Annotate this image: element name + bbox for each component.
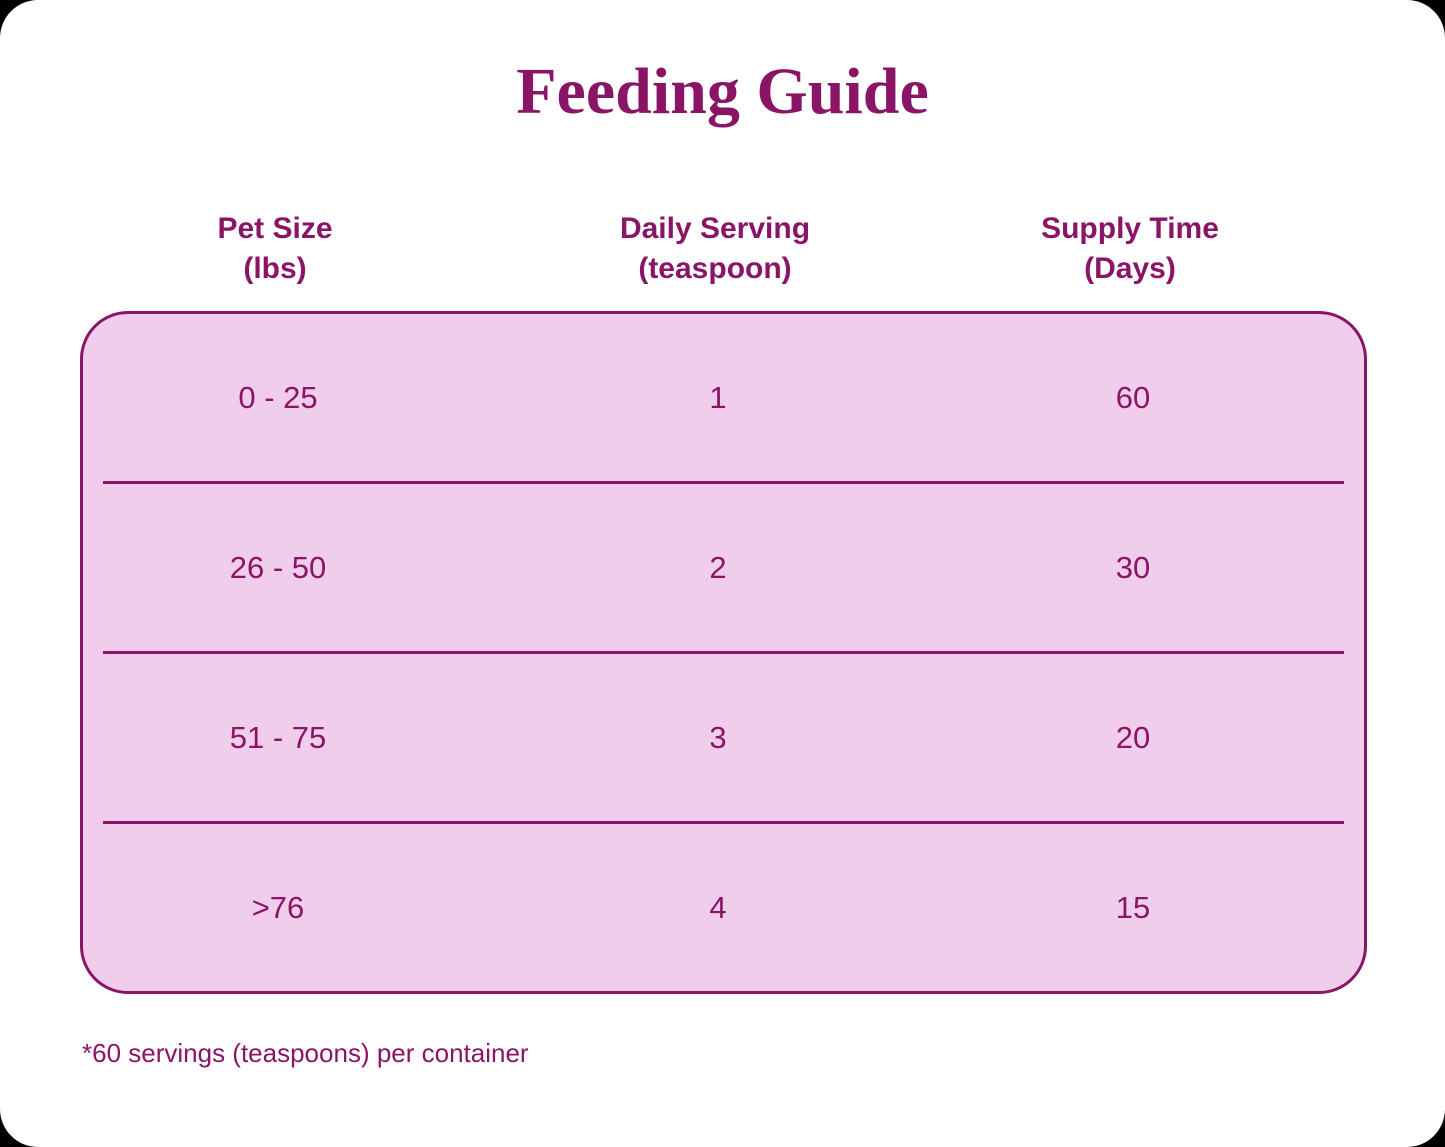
row-divider [103,651,1344,655]
header-daily-serving-line1: Daily Serving [619,212,811,246]
cell-pet-size: >76 [251,889,305,925]
header-pet-size-line2: (lbs) [243,252,307,286]
cell-pet-size: 26 - 50 [229,549,327,585]
cell-pet-size: 51 - 75 [229,719,327,755]
cell-daily-serving: 3 [709,719,727,755]
cell-daily-serving: 4 [709,889,727,925]
table-row: 0 - 25 1 60 [83,314,1370,481]
header-supply-time-line1: Supply Time [1041,212,1219,246]
row-divider [103,481,1344,485]
cell-supply-time: 15 [1115,889,1151,925]
cell-supply-time: 60 [1115,379,1151,415]
table-header-row: Pet Size (lbs) Daily Serving (teaspoon) … [80,209,1367,289]
footnote: *60 servings (teaspoons) per container [82,1038,529,1069]
page-title: Feeding Guide [516,55,929,128]
table-row: 51 - 75 3 20 [83,654,1370,821]
header-cell-pet-size: Pet Size (lbs) [80,209,470,289]
header-pet-size-line1: Pet Size [217,212,333,246]
header-cell-daily-serving: Daily Serving (teaspoon) [470,209,960,289]
feeding-table: 0 - 25 1 60 26 - 50 2 30 51 - 75 3 20 >7… [80,311,1370,995]
header-cell-supply-time: Supply Time (Days) [960,209,1300,289]
cell-supply-time: 20 [1115,719,1151,755]
cell-pet-size: 0 - 25 [238,379,318,415]
table-row: 26 - 50 2 30 [83,484,1370,651]
header-supply-time-line2: (Days) [1084,252,1176,286]
cell-supply-time: 30 [1115,549,1151,585]
row-divider [103,821,1344,825]
table-row: >76 4 15 [83,824,1370,991]
cell-daily-serving: 1 [709,379,727,415]
header-daily-serving-line2: (teaspoon) [638,252,792,286]
cell-daily-serving: 2 [709,549,727,585]
